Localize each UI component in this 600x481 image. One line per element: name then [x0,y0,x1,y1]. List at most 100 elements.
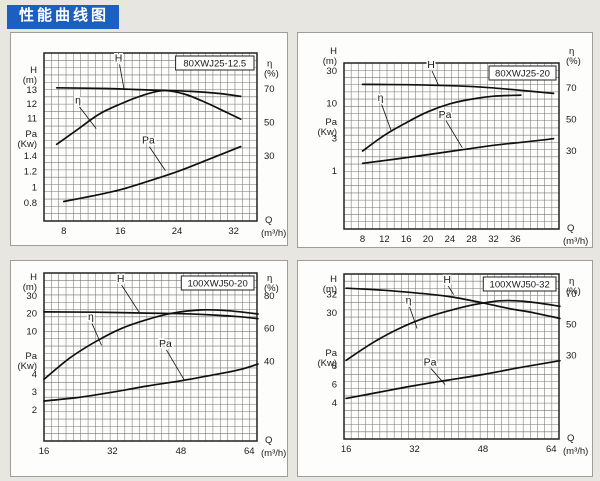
svg-text:H: H [330,274,337,285]
svg-text:(Kw): (Kw) [317,358,337,369]
curve-label-leader [445,120,463,148]
model-label: 80XWJ25-20 [495,69,550,80]
svg-text:η: η [378,92,384,104]
svg-text:Pa: Pa [25,129,37,140]
model-label-box [175,55,255,71]
svg-text:(m³/h): (m³/h) [563,446,588,457]
svg-text:12: 12 [379,234,390,245]
svg-text:(m): (m) [323,284,337,295]
svg-text:8: 8 [61,226,66,237]
svg-text:20: 20 [423,234,434,245]
model-label: 80XWJ25-12.5 [183,59,246,70]
svg-text:50: 50 [566,115,577,126]
svg-text:H: H [443,274,451,286]
svg-text:32: 32 [326,290,337,301]
svg-text:(m³/h): (m³/h) [261,448,286,459]
svg-text:30: 30 [326,66,337,77]
model-label-box [180,275,255,291]
svg-text:Q: Q [265,435,272,446]
svg-text:48: 48 [176,446,187,457]
curve-Pa [62,145,242,203]
model-label-box [488,65,557,81]
svg-text:48: 48 [478,444,489,455]
curve-label-leader [91,322,102,346]
svg-text:1: 1 [332,166,337,177]
svg-text:1.2: 1.2 [24,167,37,178]
svg-text:η: η [569,276,574,287]
svg-text:(Kw): (Kw) [17,361,37,372]
svg-text:12: 12 [26,99,37,110]
svg-text:(Kw): (Kw) [317,127,337,138]
svg-text:8: 8 [332,361,337,372]
plot-border [43,272,258,442]
svg-text:Pa: Pa [25,351,37,362]
svg-text:H: H [30,272,37,283]
curve-Pa [345,359,561,400]
svg-text:16: 16 [401,234,412,245]
svg-text:10: 10 [326,98,337,109]
svg-text:64: 64 [244,446,255,457]
svg-text:η: η [569,46,574,57]
curve-H [43,311,259,320]
svg-text:50: 50 [264,117,275,128]
curve-H [361,83,555,95]
svg-text:(%): (%) [566,56,581,67]
grid [43,52,258,222]
svg-text:η: η [406,295,412,307]
svg-text:η: η [88,311,94,323]
svg-text:(m³/h): (m³/h) [563,236,588,247]
svg-text:6: 6 [332,380,337,391]
page-title-badge: 性能曲线图 [7,5,120,29]
svg-text:0.8: 0.8 [24,198,37,209]
svg-text:50: 50 [566,320,577,331]
svg-text:16: 16 [341,444,352,455]
svg-text:Q: Q [567,223,574,234]
svg-text:40: 40 [264,356,275,367]
svg-text:H: H [117,273,125,285]
curve-H [345,287,561,320]
svg-text:10: 10 [26,326,37,337]
curve-label-leader [121,285,141,314]
curve-Pa [361,137,555,165]
svg-text:η: η [267,58,272,69]
svg-text:28: 28 [466,234,477,245]
svg-text:30: 30 [566,351,577,362]
svg-text:H: H [115,52,123,64]
svg-text:70: 70 [566,289,577,300]
curve-label-leader [78,106,97,129]
curve-η [55,89,242,146]
curve-η [361,94,522,152]
svg-text:16: 16 [39,446,50,457]
curve-label-leader [119,64,125,89]
svg-text:1: 1 [32,182,37,193]
svg-text:Pa: Pa [424,357,437,369]
svg-text:60: 60 [264,324,275,335]
svg-text:Pa: Pa [325,348,337,359]
grid [343,62,560,230]
chart-panel-80xwj25-12-5: H (m) 13 12 11 Pa (Kw) 1.4 1.2 1 0.8 η (%) 70 50 30 8 16 2… [10,32,288,246]
chart-panel-100xwj50-20: H (m) 30 20 10 Pa (Kw) 4 3 2 η (%) 80 60 40 16 32 48 64 Q (m… [10,260,288,477]
svg-text:64: 64 [546,444,557,455]
curve-label-leader [430,368,446,385]
svg-text:(%): (%) [264,68,279,79]
svg-text:20: 20 [26,309,37,320]
svg-text:70: 70 [264,84,275,95]
svg-text:(m): (m) [23,282,37,293]
svg-text:(m³/h): (m³/h) [261,228,286,239]
curve-label-leader [149,146,166,171]
svg-text:4: 4 [32,370,37,381]
page-title: 性能曲线图 [19,7,110,24]
svg-text:32: 32 [228,226,239,237]
svg-text:1.4: 1.4 [24,151,37,162]
svg-text:32: 32 [488,234,499,245]
curve-label-leader [166,349,185,381]
svg-text:11: 11 [27,114,37,125]
grid [343,273,560,440]
svg-text:(Kw): (Kw) [17,139,37,150]
curve-label-leader [447,285,454,295]
svg-text:(%): (%) [264,283,279,294]
model-label: 100XWJ50-32 [490,280,550,291]
